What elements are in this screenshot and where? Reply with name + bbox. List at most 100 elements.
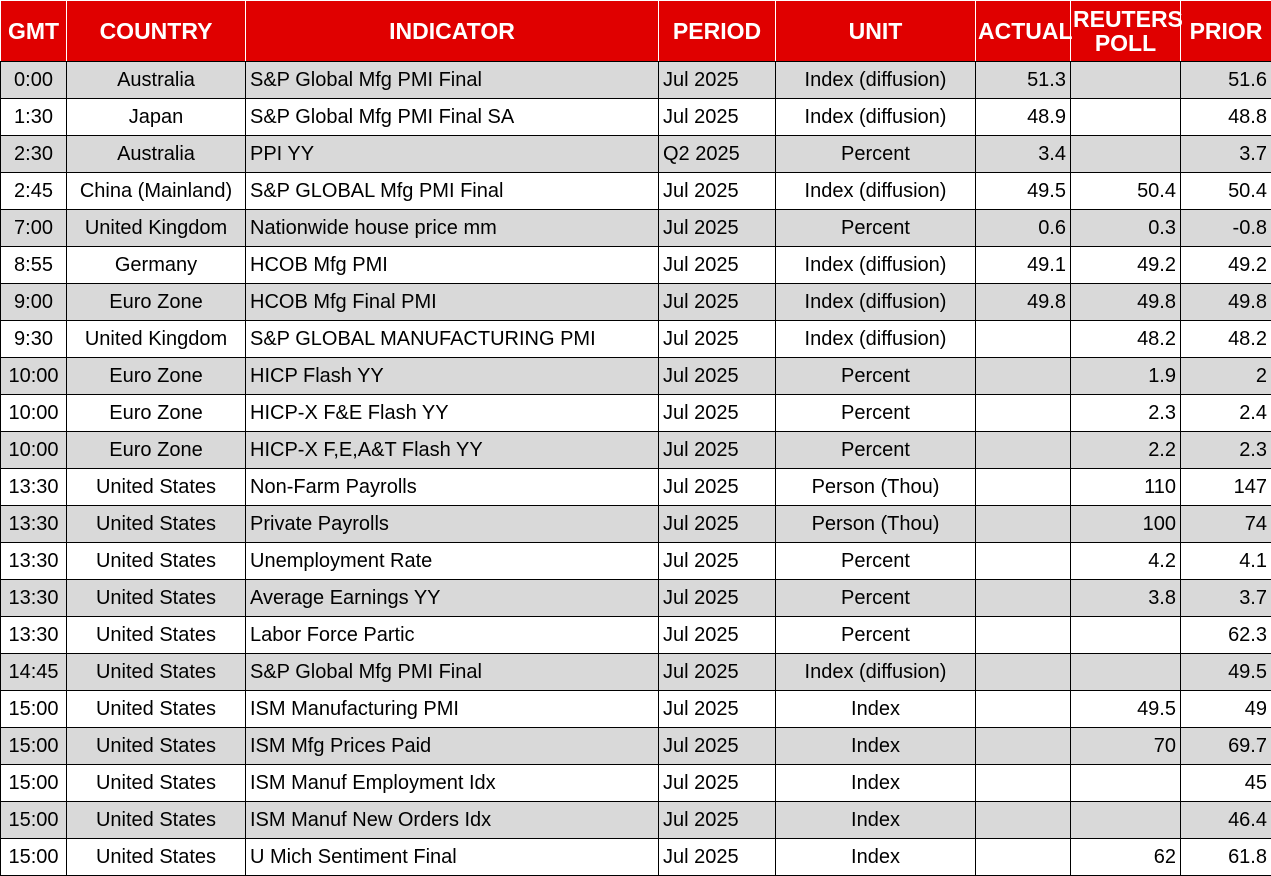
reuters-poll-cell: 49.8: [1070, 283, 1181, 321]
actual-cell: [975, 653, 1071, 691]
country-cell: Euro Zone: [66, 394, 246, 432]
actual-cell: [975, 505, 1071, 543]
actual-cell: 48.9: [975, 98, 1071, 136]
reuters-poll-cell: [1070, 764, 1181, 802]
period-cell: Jul 2025: [658, 579, 776, 617]
period-cell: Jul 2025: [658, 542, 776, 580]
reuters-poll-cell: 49.2: [1070, 246, 1181, 284]
prior-cell: 48.2: [1180, 320, 1271, 358]
country-cell: United States: [66, 468, 246, 506]
gmt-cell: 14:45: [0, 653, 67, 691]
prior-cell: 2: [1180, 357, 1271, 395]
actual-cell: [975, 394, 1071, 432]
reuters-poll-cell: 50.4: [1070, 172, 1181, 210]
indicator-cell: PPI YY: [245, 135, 659, 173]
reuters-poll-cell: 70: [1070, 727, 1181, 765]
country-cell: Japan: [66, 98, 246, 136]
indicator-cell: Private Payrolls: [245, 505, 659, 543]
country-cell: Euro Zone: [66, 357, 246, 395]
unit-cell: Index: [775, 764, 976, 802]
table-row: 10:00 Euro Zone HICP-X F,E,A&T Flash YY Jul…: [0, 431, 1271, 469]
table-row: 13:30 United States Private Payrolls Jul 20…: [0, 505, 1271, 543]
header-country: COUNTRY: [66, 0, 246, 62]
country-cell: Euro Zone: [66, 431, 246, 469]
prior-cell: 2.3: [1180, 431, 1271, 469]
prior-cell: 49.8: [1180, 283, 1271, 321]
indicator-cell: ISM Manuf New Orders Idx: [245, 801, 659, 839]
indicator-cell: U Mich Sentiment Final: [245, 838, 659, 876]
actual-cell: [975, 764, 1071, 802]
unit-cell: Index (diffusion): [775, 61, 976, 99]
country-cell: United States: [66, 505, 246, 543]
country-cell: United States: [66, 653, 246, 691]
prior-cell: 2.4: [1180, 394, 1271, 432]
actual-cell: 51.3: [975, 61, 1071, 99]
actual-cell: 49.5: [975, 172, 1071, 210]
unit-cell: Index: [775, 690, 976, 728]
header-indicator: INDICATOR: [245, 0, 659, 62]
country-cell: United Kingdom: [66, 209, 246, 247]
reuters-poll-cell: 110: [1070, 468, 1181, 506]
indicator-cell: S&P GLOBAL Mfg PMI Final: [245, 172, 659, 210]
actual-cell: [975, 320, 1071, 358]
reuters-poll-cell: [1070, 653, 1181, 691]
period-cell: Jul 2025: [658, 431, 776, 469]
table-row: 15:00 United States U Mich Sentiment Final…: [0, 838, 1271, 876]
period-cell: Jul 2025: [658, 838, 776, 876]
header-poll-line2: POLL: [1094, 30, 1157, 56]
table-row: 10:00 Euro Zone HICP-X F&E Flash YY Jul 202…: [0, 394, 1271, 432]
actual-cell: 3.4: [975, 135, 1071, 173]
indicator-cell: Nationwide house price mm: [245, 209, 659, 247]
table-row: 1:30 Japan S&P Global Mfg PMI Final SA Jul …: [0, 98, 1271, 136]
prior-cell: 4.1: [1180, 542, 1271, 580]
reuters-poll-cell: 100: [1070, 505, 1181, 543]
indicator-cell: Labor Force Partic: [245, 616, 659, 654]
table-row: 13:30 United States Non-Farm Payrolls Jul 2…: [0, 468, 1271, 506]
prior-cell: 49.2: [1180, 246, 1271, 284]
unit-cell: Index (diffusion): [775, 98, 976, 136]
actual-cell: 49.1: [975, 246, 1071, 284]
header-actual: ACTUAL: [975, 0, 1073, 62]
actual-cell: [975, 579, 1071, 617]
country-cell: United Kingdom: [66, 320, 246, 358]
period-cell: Jul 2025: [658, 172, 776, 210]
reuters-poll-cell: [1070, 98, 1181, 136]
actual-cell: [975, 838, 1071, 876]
gmt-cell: 2:45: [0, 172, 67, 210]
gmt-cell: 13:30: [0, 579, 67, 617]
header-period: PERIOD: [658, 0, 776, 62]
unit-cell: Percent: [775, 542, 976, 580]
unit-cell: Percent: [775, 135, 976, 173]
unit-cell: Index (diffusion): [775, 320, 976, 358]
period-cell: Jul 2025: [658, 209, 776, 247]
gmt-cell: 15:00: [0, 764, 67, 802]
actual-cell: [975, 431, 1071, 469]
period-cell: Jul 2025: [658, 727, 776, 765]
table-row: 15:00 United States ISM Mfg Prices Paid Jul…: [0, 727, 1271, 765]
prior-cell: 62.3: [1180, 616, 1271, 654]
gmt-cell: 9:00: [0, 283, 67, 321]
gmt-cell: 0:00: [0, 61, 67, 99]
table-row: 9:30 United Kingdom S&P GLOBAL MANUFACTURI…: [0, 320, 1271, 358]
period-cell: Jul 2025: [658, 468, 776, 506]
country-cell: United States: [66, 542, 246, 580]
unit-cell: Index (diffusion): [775, 246, 976, 284]
indicator-cell: S&P Global Mfg PMI Final: [245, 653, 659, 691]
country-cell: United States: [66, 727, 246, 765]
prior-cell: 74: [1180, 505, 1271, 543]
period-cell: Jul 2025: [658, 394, 776, 432]
period-cell: Jul 2025: [658, 320, 776, 358]
gmt-cell: 15:00: [0, 690, 67, 728]
reuters-poll-cell: 2.2: [1070, 431, 1181, 469]
gmt-cell: 1:30: [0, 98, 67, 136]
table-row: 7:00 United Kingdom Nationwide house price…: [0, 209, 1271, 247]
prior-cell: 49: [1180, 690, 1271, 728]
header-poll-line1: REUTERS: [1073, 6, 1183, 32]
indicator-cell: Average Earnings YY: [245, 579, 659, 617]
indicator-cell: HCOB Mfg PMI: [245, 246, 659, 284]
reuters-poll-cell: [1070, 61, 1181, 99]
reuters-poll-cell: 1.9: [1070, 357, 1181, 395]
unit-cell: Index (diffusion): [775, 653, 976, 691]
gmt-cell: 13:30: [0, 616, 67, 654]
